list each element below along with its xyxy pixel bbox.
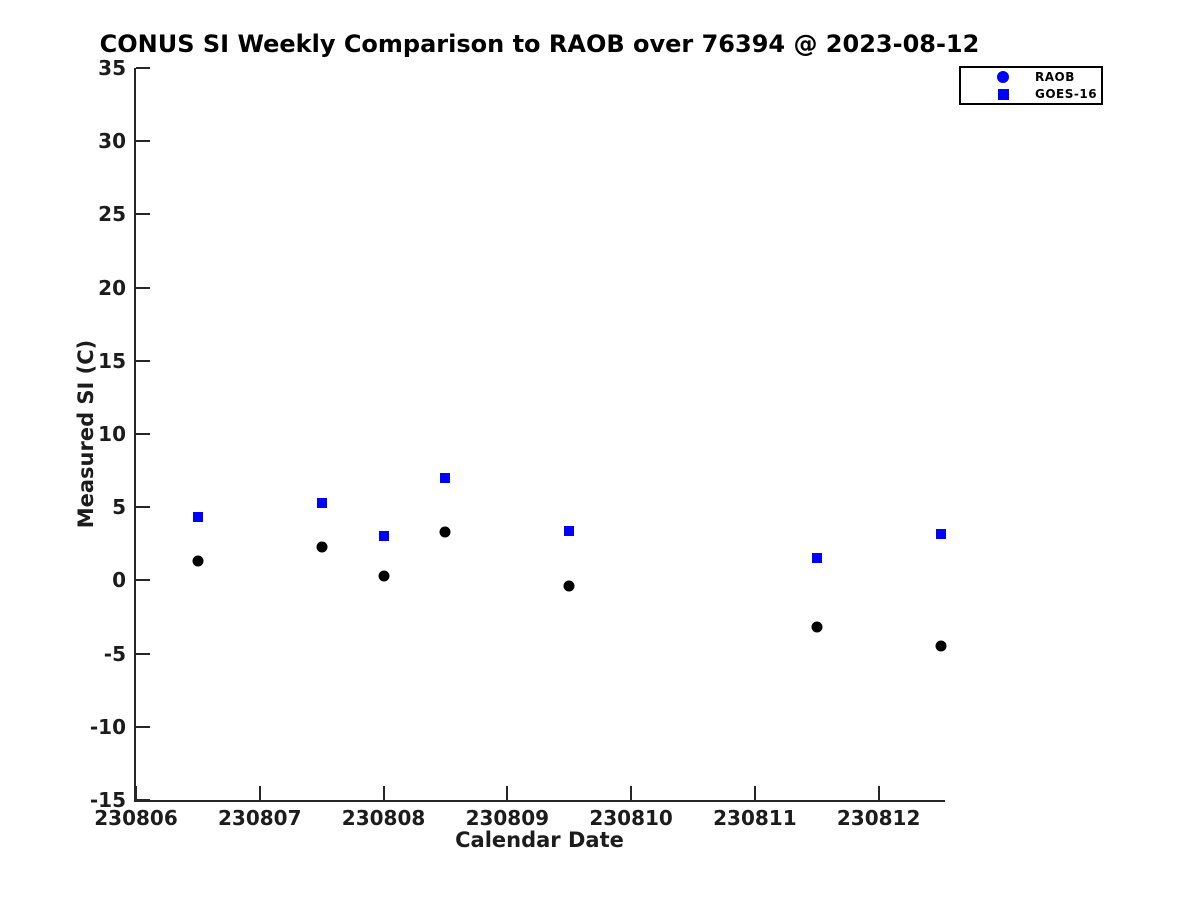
y-axis-title: Measured SI (C) <box>74 339 98 529</box>
goes-16-point <box>811 553 822 564</box>
y-tick <box>136 359 150 362</box>
y-tick <box>136 140 150 143</box>
raob-point <box>192 555 204 567</box>
y-tick <box>136 799 150 801</box>
y-tick <box>136 213 150 216</box>
y-tick-label: 25 <box>98 202 126 227</box>
goes-16-point <box>316 497 327 508</box>
y-tick-label: 30 <box>98 129 126 154</box>
y-axis-spine <box>134 68 136 802</box>
raob-point <box>935 640 947 652</box>
raob-point <box>811 621 823 633</box>
y-tick-label: 35 <box>98 56 126 80</box>
x-tick-label: 230809 <box>465 806 550 830</box>
x-tick <box>753 786 756 800</box>
goes-16-point <box>564 525 575 536</box>
x-tick <box>258 786 261 800</box>
y-tick-label: 10 <box>98 422 126 446</box>
legend: RAOB GOES-16 <box>959 66 1103 105</box>
x-tick-label: 230807 <box>218 806 302 830</box>
x-tick <box>630 786 633 800</box>
x-tick <box>135 786 137 800</box>
raob-point <box>439 526 451 538</box>
x-tick-label: 230812 <box>836 806 921 830</box>
x-tick-label: 230811 <box>713 806 797 830</box>
y-tick-label: 20 <box>98 275 126 300</box>
x-tick-label: 230808 <box>341 806 426 830</box>
y-tick <box>136 579 150 582</box>
goes-16-point <box>440 472 451 483</box>
y-tick <box>136 725 150 728</box>
legend-row-goes16: GOES-16 <box>961 86 1101 102</box>
y-tick-label: 0 <box>112 568 126 593</box>
y-tick-label: 5 <box>112 495 126 520</box>
y-tick-label: -10 <box>89 714 126 739</box>
x-tick <box>877 786 880 800</box>
y-tick-label: 15 <box>98 348 126 373</box>
x-tick-label: 230806 <box>94 806 178 830</box>
x-tick <box>382 786 385 800</box>
y-tick-label: -5 <box>103 641 126 666</box>
chart-title: CONUS SI Weekly Comparison to RAOB over … <box>99 30 980 58</box>
y-tick <box>136 286 150 289</box>
legend-label-raob: RAOB <box>1035 70 1075 84</box>
raob-point <box>316 541 328 553</box>
legend-row-raob: RAOB <box>961 69 1101 85</box>
y-tick <box>136 652 150 655</box>
goes16-square-icon <box>997 88 1009 100</box>
goes-16-point <box>192 512 203 523</box>
goes-16-point <box>935 528 946 539</box>
goes-16-point <box>378 531 389 542</box>
x-tick-label: 230810 <box>589 806 673 830</box>
raob-circle-icon <box>997 71 1009 83</box>
raob-point <box>378 570 390 582</box>
y-tick <box>136 433 150 435</box>
y-tick-label: -15 <box>89 788 126 812</box>
legend-label-goes16: GOES-16 <box>1035 87 1098 101</box>
x-axis-spine <box>134 800 945 802</box>
x-tick <box>506 786 509 800</box>
raob-point <box>563 580 575 592</box>
x-axis-title: Calendar Date <box>455 828 624 852</box>
y-tick <box>136 67 150 69</box>
y-tick <box>136 506 150 509</box>
